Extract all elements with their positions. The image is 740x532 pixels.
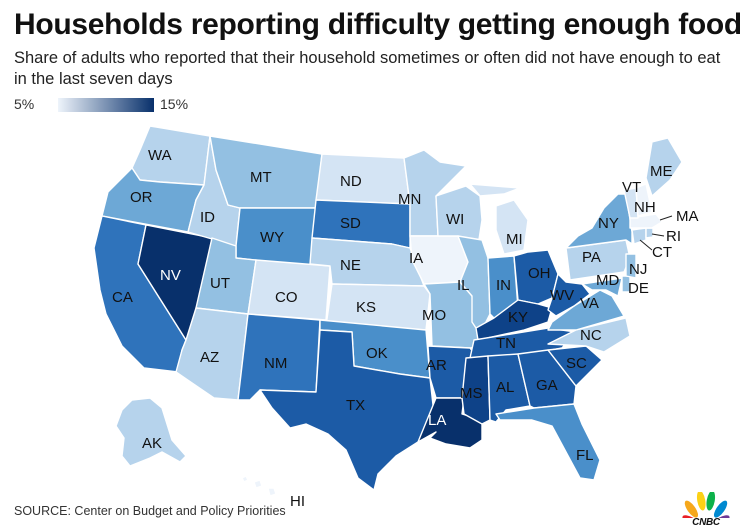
label-mn: MN: [398, 191, 421, 208]
label-nv: NV: [160, 267, 181, 284]
label-ok: OK: [366, 345, 388, 362]
label-sd: SD: [340, 215, 361, 232]
label-co: CO: [275, 289, 298, 306]
label-sc: SC: [566, 355, 587, 372]
state-ny[interactable]: [565, 193, 633, 249]
state-ct[interactable]: [631, 227, 647, 245]
state-md[interactable]: [581, 277, 623, 297]
label-nd: ND: [340, 173, 362, 190]
label-ar: AR: [426, 357, 447, 374]
peacock-icon: [682, 490, 730, 528]
label-hi: HI: [290, 493, 305, 510]
label-ks: KS: [356, 299, 376, 316]
chart-title: Households reporting difficulty getting …: [14, 8, 740, 41]
label-wy: WY: [260, 229, 284, 246]
label-or: OR: [130, 189, 153, 206]
label-id: ID: [200, 209, 215, 226]
label-ct: CT: [652, 244, 672, 261]
label-mo: MO: [422, 307, 446, 324]
cnbc-logo: CNBC: [680, 490, 732, 530]
label-wi: WI: [446, 211, 464, 228]
state-mi[interactable]: [469, 183, 529, 255]
label-ky: KY: [508, 309, 528, 326]
label-nm: NM: [264, 355, 287, 372]
label-nh: NH: [634, 199, 656, 216]
state-ri[interactable]: [645, 227, 654, 239]
chart-subtitle: Share of adults who reported that their …: [14, 49, 721, 88]
label-wv: WV: [550, 287, 574, 304]
label-me: ME: [650, 163, 673, 180]
label-il: IL: [457, 277, 470, 294]
label-ia: IA: [409, 250, 423, 267]
ri-leader-line: [651, 233, 665, 237]
legend-gradient-bar: [58, 98, 154, 112]
label-la: LA: [428, 412, 446, 429]
label-az: AZ: [200, 349, 219, 366]
state-me[interactable]: [645, 137, 683, 197]
ma-leader-line: [659, 215, 673, 221]
ct-leader-line: [639, 239, 653, 251]
label-al: AL: [496, 379, 514, 396]
label-ny: NY: [598, 215, 619, 232]
label-pa: PA: [582, 249, 601, 266]
state-hi[interactable]: [241, 475, 277, 497]
label-vt: VT: [622, 179, 641, 196]
legend-min-label: 5%: [14, 96, 35, 112]
state-ks[interactable]: [325, 283, 431, 331]
label-va: VA: [580, 295, 599, 312]
label-tx: TX: [346, 397, 365, 414]
label-mt: MT: [250, 169, 272, 186]
label-ms: MS: [460, 385, 483, 402]
legend-max-label: 15%: [160, 96, 189, 112]
label-ak: AK: [142, 435, 162, 452]
label-nc: NC: [580, 327, 602, 344]
label-ri: RI: [666, 228, 681, 245]
label-ca: CA: [112, 289, 133, 306]
state-wi[interactable]: [435, 185, 483, 247]
label-ma: MA: [676, 208, 699, 225]
label-ga: GA: [536, 377, 558, 394]
state-vt[interactable]: [623, 187, 639, 219]
label-oh: OH: [528, 265, 551, 282]
state-wv[interactable]: [547, 273, 591, 317]
label-de: DE: [628, 280, 649, 297]
state-nd[interactable]: [315, 153, 411, 205]
label-wa: WA: [148, 147, 172, 164]
state-tx[interactable]: [259, 329, 437, 491]
source-note: SOURCE: Center on Budget and Policy Prio…: [14, 504, 286, 518]
label-tn: TN: [496, 335, 516, 352]
label-ut: UT: [210, 275, 230, 292]
color-legend: 5% 15%: [14, 96, 214, 112]
state-nj[interactable]: [625, 253, 637, 279]
label-in: IN: [496, 277, 511, 294]
label-md: MD: [596, 272, 619, 289]
label-fl: FL: [576, 447, 594, 464]
label-nj: NJ: [629, 261, 647, 278]
state-sc[interactable]: [547, 345, 603, 387]
state-ak[interactable]: [115, 397, 187, 467]
state-nh[interactable]: [635, 183, 653, 217]
cnbc-wordmark: CNBC: [692, 517, 720, 528]
label-ne: NE: [340, 257, 361, 274]
state-fl[interactable]: [495, 403, 601, 481]
label-mi: MI: [506, 231, 523, 248]
